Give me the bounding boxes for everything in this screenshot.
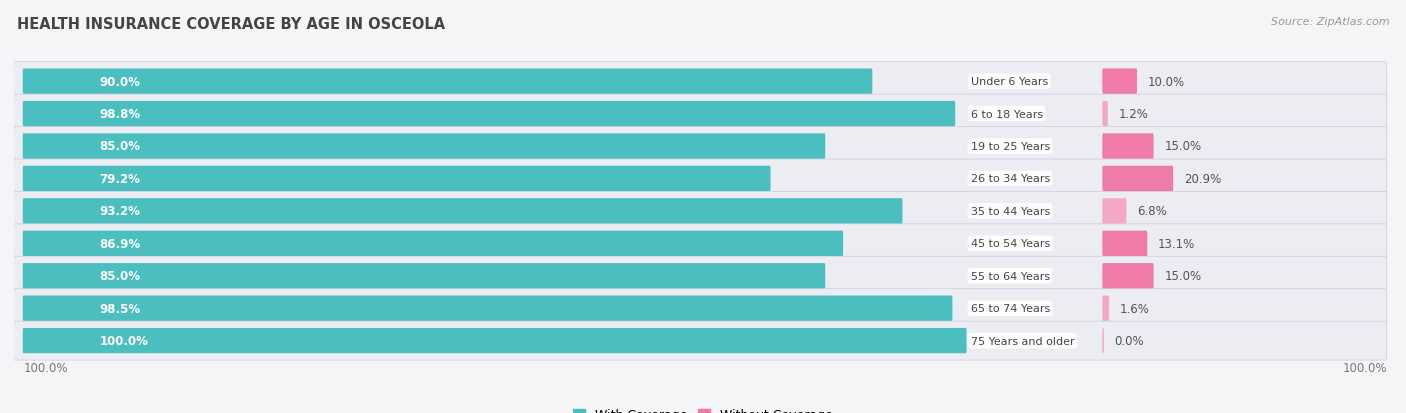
Text: 15.0%: 15.0%: [1164, 270, 1201, 282]
Text: 45 to 54 Years: 45 to 54 Years: [970, 239, 1050, 249]
Text: 55 to 64 Years: 55 to 64 Years: [970, 271, 1050, 281]
Text: 93.2%: 93.2%: [100, 205, 141, 218]
Legend: With Coverage, Without Coverage: With Coverage, Without Coverage: [568, 404, 838, 413]
Text: 19 to 25 Years: 19 to 25 Years: [970, 142, 1050, 152]
Text: 90.0%: 90.0%: [100, 76, 141, 88]
Text: HEALTH INSURANCE COVERAGE BY AGE IN OSCEOLA: HEALTH INSURANCE COVERAGE BY AGE IN OSCE…: [17, 17, 444, 31]
Text: 79.2%: 79.2%: [100, 173, 141, 185]
Text: 100.0%: 100.0%: [1343, 361, 1388, 374]
Text: 0.0%: 0.0%: [1115, 334, 1144, 347]
Text: 10.0%: 10.0%: [1147, 76, 1185, 88]
FancyBboxPatch shape: [22, 134, 825, 159]
FancyBboxPatch shape: [14, 127, 1386, 166]
FancyBboxPatch shape: [1102, 231, 1147, 256]
Text: 15.0%: 15.0%: [1164, 140, 1201, 153]
Text: 98.8%: 98.8%: [100, 108, 141, 121]
Text: 35 to 44 Years: 35 to 44 Years: [970, 206, 1050, 216]
FancyBboxPatch shape: [1102, 102, 1108, 127]
FancyBboxPatch shape: [1102, 166, 1173, 192]
FancyBboxPatch shape: [22, 231, 844, 256]
Text: 13.1%: 13.1%: [1159, 237, 1195, 250]
FancyBboxPatch shape: [22, 263, 825, 289]
Text: Source: ZipAtlas.com: Source: ZipAtlas.com: [1271, 17, 1389, 26]
FancyBboxPatch shape: [14, 192, 1386, 231]
FancyBboxPatch shape: [22, 69, 872, 95]
FancyBboxPatch shape: [1102, 69, 1137, 95]
FancyBboxPatch shape: [14, 95, 1386, 134]
FancyBboxPatch shape: [1102, 134, 1153, 159]
Text: 6.8%: 6.8%: [1137, 205, 1167, 218]
Text: 100.0%: 100.0%: [24, 361, 67, 374]
Text: 98.5%: 98.5%: [100, 302, 141, 315]
FancyBboxPatch shape: [22, 102, 955, 127]
Text: 6 to 18 Years: 6 to 18 Years: [970, 109, 1043, 119]
FancyBboxPatch shape: [14, 289, 1386, 328]
FancyBboxPatch shape: [22, 166, 770, 192]
Text: 65 to 74 Years: 65 to 74 Years: [970, 304, 1050, 313]
FancyBboxPatch shape: [22, 328, 966, 354]
FancyBboxPatch shape: [14, 159, 1386, 198]
Text: 85.0%: 85.0%: [100, 140, 141, 153]
Text: 75 Years and older: 75 Years and older: [970, 336, 1074, 346]
Text: 85.0%: 85.0%: [100, 270, 141, 282]
Text: 86.9%: 86.9%: [100, 237, 141, 250]
FancyBboxPatch shape: [22, 199, 903, 224]
FancyBboxPatch shape: [1102, 328, 1104, 354]
Text: Under 6 Years: Under 6 Years: [970, 77, 1047, 87]
Text: 26 to 34 Years: 26 to 34 Years: [970, 174, 1050, 184]
Text: 20.9%: 20.9%: [1184, 173, 1220, 185]
FancyBboxPatch shape: [1102, 199, 1126, 224]
FancyBboxPatch shape: [22, 296, 952, 321]
FancyBboxPatch shape: [1102, 263, 1153, 289]
FancyBboxPatch shape: [14, 256, 1386, 295]
FancyBboxPatch shape: [14, 321, 1386, 360]
Text: 1.2%: 1.2%: [1118, 108, 1149, 121]
Text: 1.6%: 1.6%: [1119, 302, 1150, 315]
Text: 100.0%: 100.0%: [100, 334, 148, 347]
FancyBboxPatch shape: [1102, 296, 1109, 321]
FancyBboxPatch shape: [14, 224, 1386, 263]
FancyBboxPatch shape: [14, 62, 1386, 101]
